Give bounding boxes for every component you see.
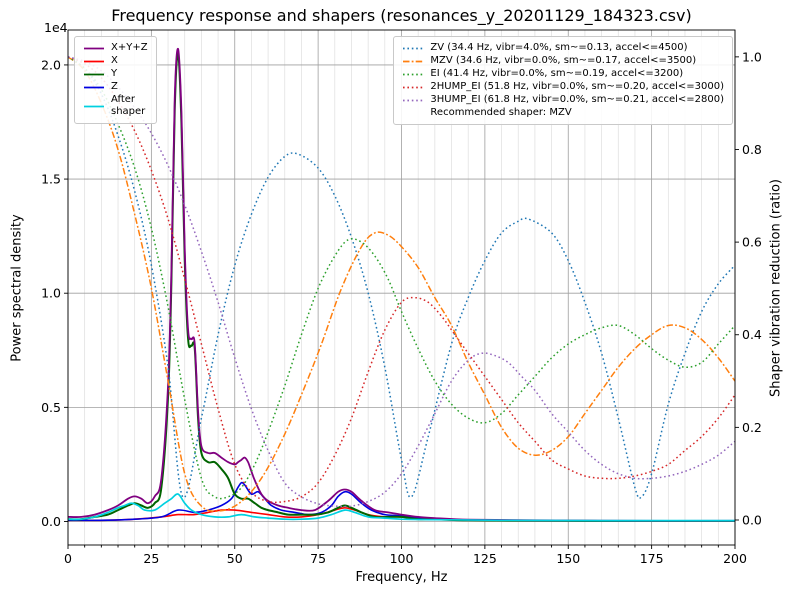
- x-tick-label: 100: [390, 551, 414, 566]
- legend-line-swatch: [403, 47, 424, 49]
- legend-line-swatch: [84, 105, 104, 107]
- legend-label: Recommended shaper: MZV: [430, 107, 572, 118]
- legend-label: Z: [111, 81, 118, 92]
- legend-label: After shaper: [111, 94, 146, 117]
- legend-line-swatch: [84, 47, 104, 49]
- series-3HUMP_EI: [68, 56, 735, 508]
- y-right-tick-label: 0.6: [742, 235, 762, 250]
- legend-item: 3HUMP_EI (61.8 Hz, vibr=0.0%, sm~=0.21, …: [402, 94, 724, 106]
- legend-line-swatch: [403, 99, 424, 101]
- y-right-tick-label: 0.4: [742, 327, 762, 342]
- series-sum: [68, 47, 735, 522]
- y-right-tick-label: 0.8: [742, 142, 762, 157]
- legend-label: 2HUMP_EI (51.8 Hz, vibr=0.0%, sm~=0.20, …: [430, 81, 724, 92]
- series-MZV: [68, 56, 735, 512]
- chart-title: Frequency response and shapers (resonanc…: [111, 6, 692, 25]
- x-tick-label: 175: [640, 551, 664, 566]
- y-left-tick-label: 2.0: [41, 57, 61, 72]
- y-axis-offset-text: 1e4: [44, 20, 68, 35]
- legend-item: 2HUMP_EI (51.8 Hz, vibr=0.0%, sm~=0.20, …: [402, 81, 724, 93]
- legend-line-swatch: [84, 86, 104, 88]
- legend-line-swatch: [403, 86, 424, 88]
- y-right-tick-label: 1.0: [742, 49, 762, 64]
- legend-item: EI (41.4 Hz, vibr=0.0%, sm~=0.19, accel<…: [402, 68, 724, 80]
- legend-label: 3HUMP_EI (61.8 Hz, vibr=0.0%, sm~=0.21, …: [430, 94, 724, 105]
- y-left-tick-label: 0.0: [41, 514, 61, 529]
- legend-label: EI (41.4 Hz, vibr=0.0%, sm~=0.19, accel<…: [430, 68, 684, 79]
- legend-item: X: [83, 55, 148, 67]
- y-right-tick-label: 0.2: [742, 420, 762, 435]
- x-tick-label: 0: [64, 551, 72, 566]
- legend-label: ZV (34.4 Hz, vibr=4.0%, sm~=0.13, accel<…: [430, 42, 688, 53]
- series-z: [68, 481, 735, 522]
- legend-item: ZV (34.4 Hz, vibr=4.0%, sm~=0.13, accel<…: [402, 42, 724, 54]
- x-tick-label: 150: [556, 551, 580, 566]
- legend-item: Recommended shaper: MZV: [402, 107, 724, 119]
- x-tick-label: 200: [723, 551, 747, 566]
- legend-swatch-spacer: [402, 108, 424, 119]
- y-right-tick-label: 0.0: [742, 512, 762, 527]
- legend-label: MZV (34.6 Hz, vibr=0.0%, sm~=0.17, accel…: [430, 55, 697, 66]
- legend-item: MZV (34.6 Hz, vibr=0.0%, sm~=0.17, accel…: [402, 55, 724, 67]
- legend-item: X+Y+Z: [83, 42, 148, 54]
- legend-psd: X+Y+Z X Y Z After shaper: [74, 36, 157, 124]
- legend-line-swatch: [403, 60, 424, 62]
- series-after_shaper: [68, 493, 735, 522]
- legend-item: Y: [83, 68, 148, 80]
- legend-item: After shaper: [83, 94, 148, 118]
- y-left-tick-label: 1.0: [41, 286, 61, 301]
- y-left-tick-label: 0.5: [41, 400, 61, 415]
- legend-shapers: ZV (34.4 Hz, vibr=4.0%, sm~=0.13, accel<…: [393, 36, 733, 125]
- legend-item: Z: [83, 81, 148, 93]
- y-left-tick-label: 1.5: [41, 172, 61, 187]
- x-tick-label: 125: [473, 551, 497, 566]
- legend-line-swatch: [84, 60, 104, 62]
- legend-label: Y: [111, 68, 118, 79]
- legend-line-swatch: [403, 73, 424, 75]
- series-2HUMP_EI: [68, 56, 735, 504]
- x-tick-label: 75: [310, 551, 326, 566]
- series-EI: [68, 56, 735, 500]
- x-axis-label: Frequency, Hz: [355, 570, 448, 585]
- legend-label: X+Y+Z: [111, 42, 148, 53]
- x-tick-label: 50: [227, 551, 243, 566]
- x-tick-label: 25: [143, 551, 159, 566]
- legend-label: X: [111, 55, 118, 66]
- series-ZV: [68, 56, 735, 500]
- plot-frame: [67, 29, 736, 546]
- legend-line-swatch: [84, 73, 104, 75]
